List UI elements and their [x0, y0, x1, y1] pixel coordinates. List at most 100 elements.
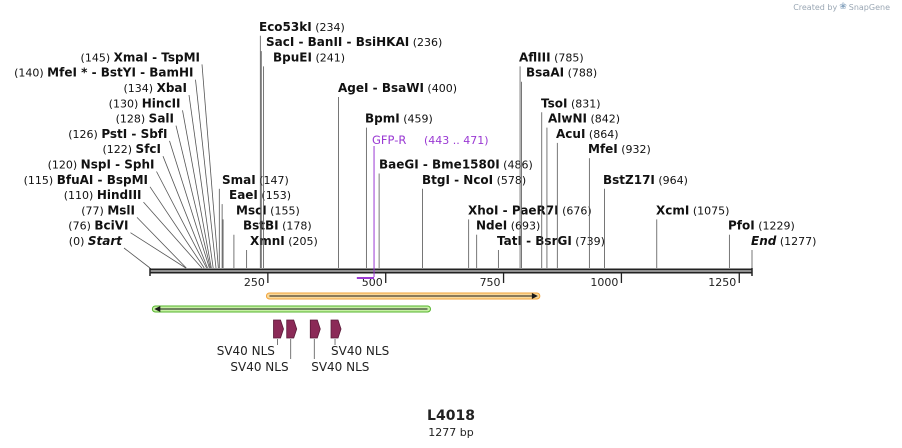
site-name: HindIII	[97, 188, 142, 202]
site-line	[201, 64, 219, 269]
site-line	[195, 79, 217, 269]
site-label: AlwNI (842)	[548, 112, 620, 126]
site-name: SalI	[149, 112, 174, 126]
site-name: MfeI * - BstYI - BamHI	[47, 66, 193, 80]
site-position: (459)	[400, 113, 433, 126]
site-label: XhoI - PaeR7I (676)	[468, 203, 592, 217]
site-position: (236)	[409, 36, 442, 49]
site-line	[123, 247, 151, 269]
nls-label: SV40 NLS	[311, 360, 369, 374]
nls-arrow-icon	[286, 319, 298, 339]
site-name: SacI - BanII - BsiHKAI	[266, 35, 409, 49]
site-position: (693)	[507, 220, 540, 233]
site-label: End (1277)	[751, 234, 816, 248]
site-name: BstBI	[243, 219, 279, 233]
nls-arrow-icon	[330, 319, 342, 339]
site-position: (126)	[68, 128, 101, 141]
snapgene-credit: Created by ❀ SnapGene	[793, 2, 890, 12]
site-name: BtgI - NcoI	[422, 173, 493, 187]
site-name: End	[751, 234, 777, 248]
site-label: BsaAI (788)	[526, 66, 597, 80]
site-label: SacI - BanII - BsiHKAI (236)	[266, 35, 442, 49]
site-label: (128) SalI	[116, 112, 174, 126]
site-position: (234)	[312, 21, 345, 34]
site-position: (864)	[585, 128, 618, 141]
credit-text: Created by	[793, 2, 838, 12]
site-label: TatI - BsrGI (739)	[497, 234, 605, 248]
snapgene-logo-icon: ❀	[839, 2, 847, 12]
site-label: AgeI - BsaWI (400)	[338, 81, 457, 95]
site-name: EaeI	[229, 188, 258, 202]
site-position: (676)	[559, 204, 592, 217]
nls-label: SV40 NLS	[230, 360, 288, 374]
site-name: AlwNI	[548, 112, 587, 126]
green-feature-arrow-icon	[154, 306, 161, 312]
site-position: (115)	[24, 174, 57, 187]
site-position: (128)	[116, 113, 149, 126]
site-label: (77) MslI	[81, 203, 135, 217]
site-name: XmnI	[250, 234, 285, 248]
site-position: (134)	[124, 82, 157, 95]
site-position: (785)	[551, 51, 584, 64]
site-label: BstBI (178)	[243, 219, 312, 233]
nls-label: SV40 NLS	[217, 344, 275, 358]
site-label: PfoI (1229)	[728, 219, 795, 233]
site-label: (126) PstI - SbfI	[68, 127, 167, 141]
site-label: (145) XmaI - TspMI	[81, 50, 200, 64]
site-name: BstZ17I	[603, 173, 655, 187]
site-label: BstZ17I (964)	[603, 173, 688, 187]
tick-label: 250	[244, 276, 265, 289]
site-position: (153)	[258, 189, 291, 202]
nls-arrow-icon	[309, 319, 321, 339]
site-name: Start	[88, 234, 123, 248]
site-label: (110) HindIII	[64, 188, 142, 202]
site-label: BtgI - NcoI (578)	[422, 173, 526, 187]
site-position: (400)	[424, 82, 457, 95]
site-position: (964)	[655, 174, 688, 187]
site-position: (842)	[587, 113, 620, 126]
site-name: NspI - SphI	[81, 158, 155, 172]
site-line	[149, 186, 205, 269]
site-name: BfuAI - BspMI	[57, 173, 148, 187]
site-position: (486)	[500, 159, 533, 172]
site-position: (0)	[69, 235, 88, 248]
site-label: MfeI (932)	[588, 142, 651, 156]
site-name: TatI - BsrGI	[497, 234, 572, 248]
site-position: (76)	[68, 220, 94, 233]
site-label: Eco53kI (234)	[259, 20, 345, 34]
primer-range: (443 .. 471)	[424, 134, 489, 147]
site-name: MfeI	[588, 142, 618, 156]
tick-label: 750	[480, 276, 501, 289]
tick-label: 500	[362, 276, 383, 289]
site-name: MscI	[236, 203, 267, 217]
site-name: BpuEI	[273, 50, 312, 64]
site-name: NdeI	[476, 219, 507, 233]
site-line	[136, 217, 187, 269]
site-label: BaeGI - Bme1580I (486)	[379, 158, 533, 172]
site-name: Eco53kI	[259, 20, 312, 34]
site-position: (140)	[14, 67, 47, 80]
site-position: (739)	[572, 235, 605, 248]
site-position: (120)	[48, 159, 81, 172]
site-position: (831)	[567, 97, 600, 110]
site-label: (0) Start	[69, 234, 123, 248]
site-label: AcuI (864)	[556, 127, 619, 141]
site-name: XcmI	[656, 203, 689, 217]
site-name: HincII	[142, 96, 181, 110]
site-line	[130, 232, 187, 269]
site-name: AgeI - BsaWI	[338, 81, 424, 95]
site-label: AflIII (785)	[519, 50, 584, 64]
site-name: BaeGI - Bme1580I	[379, 158, 500, 172]
site-position: (77)	[81, 204, 107, 217]
site-name: MslI	[107, 203, 135, 217]
site-position: (788)	[564, 67, 597, 80]
site-label: (120) NspI - SphI	[48, 158, 155, 172]
site-position: (1277)	[776, 235, 816, 248]
site-line	[156, 171, 207, 269]
site-label: (76) BciVI	[68, 219, 128, 233]
site-name: SmaI	[222, 173, 256, 187]
site-name: XbaI	[157, 81, 187, 95]
site-position: (241)	[312, 51, 345, 64]
nls-label: SV40 NLS	[331, 344, 389, 358]
